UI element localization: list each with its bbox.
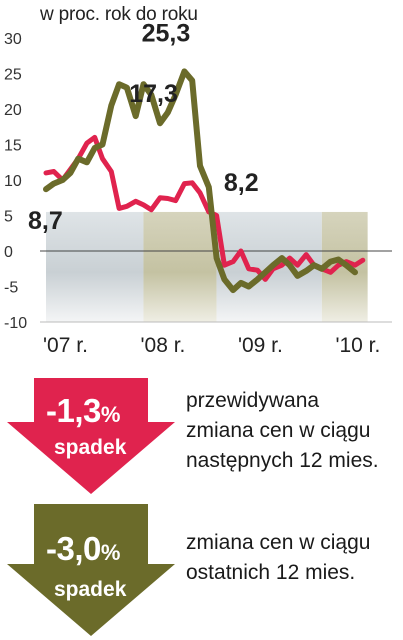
past-caption-line: zmiana cen w ciągu xyxy=(186,531,371,554)
y-tick-label: 30 xyxy=(4,31,22,48)
unit-label: w proc. rok do roku xyxy=(40,4,198,25)
y-tick-label: 5 xyxy=(4,209,13,226)
axes: 30 25 20 15 10 5 0 -5 -10 '07 r. '08 r. '09 r. '10 r… xyxy=(4,31,392,357)
y-tick-label: 0 xyxy=(4,244,13,261)
past-arrow: -3,0% spadek xyxy=(0,504,180,638)
forecast-arrow: -1,3% spadek xyxy=(0,378,180,496)
data-label: 25,3 xyxy=(142,19,191,47)
data-label: 8,2 xyxy=(224,169,259,197)
down-arrow-icon xyxy=(7,378,175,494)
forecast-value: -1,3% xyxy=(46,392,120,430)
x-tick-label: '09 r. xyxy=(238,334,283,357)
x-tick-label: '07 r. xyxy=(43,334,88,357)
forecast-caption: przewidywana zmiana cen w ciągu następny… xyxy=(186,386,379,476)
past-value: -3,0% xyxy=(46,530,120,568)
down-arrow-icon xyxy=(7,504,175,636)
y-tick-label: -10 xyxy=(4,315,27,332)
annotations: 8,7 17,3 25,3 8,2 xyxy=(28,19,259,235)
forecast-percent: % xyxy=(100,402,121,427)
data-label: 17,3 xyxy=(129,80,178,108)
past-percent: % xyxy=(100,540,121,565)
series-lines xyxy=(43,68,366,294)
data-label: 8,7 xyxy=(28,207,63,235)
x-tick-label: '08 r. xyxy=(141,334,186,357)
forecast-caption-line: przewidywana xyxy=(186,389,320,412)
y-tick-label: 15 xyxy=(4,138,22,155)
line-chart: 30 25 20 15 10 5 0 -5 -10 '07 r. '08 r. '09 r. '10 r… xyxy=(4,19,392,357)
year-band xyxy=(143,211,217,322)
y-tick-label: 25 xyxy=(4,67,22,84)
y-tick-label: 20 xyxy=(4,102,22,119)
year-bands xyxy=(46,211,368,322)
past-word: spadek xyxy=(54,578,127,601)
past-caption: zmiana cen w ciągu ostatnich 12 mies. xyxy=(186,528,370,588)
forecast-value-number: -1,3 xyxy=(46,392,101,429)
x-tick-label: '10 r. xyxy=(335,334,380,357)
forecast-caption-line: następnych 12 mies. xyxy=(186,449,379,472)
forecast-caption-line: zmiana cen w ciągu xyxy=(186,419,371,442)
series-line xyxy=(43,68,358,294)
past-caption-line: ostatnich 12 mies. xyxy=(186,561,356,584)
y-tick-label: 10 xyxy=(4,173,22,190)
y-tick-label: -5 xyxy=(4,280,18,297)
forecast-word: spadek xyxy=(54,436,127,459)
year-band xyxy=(46,211,144,322)
past-value-number: -3,0 xyxy=(46,530,101,567)
